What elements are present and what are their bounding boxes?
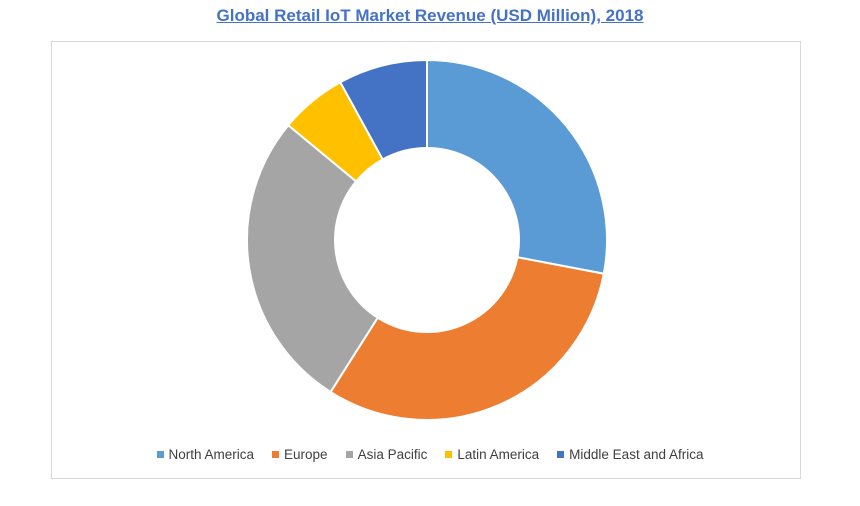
legend-label: Asia Pacific: [357, 446, 428, 462]
legend-swatch: [445, 450, 453, 458]
legend: North America Europe Asia Pacific Latin Ame…: [0, 443, 860, 465]
legend-label: Middle East and Africa: [569, 446, 704, 462]
legend-item-asia-pacific: Asia Pacific: [345, 446, 428, 462]
legend-swatch: [156, 450, 164, 458]
chart-title: Global Retail IoT Market Revenue (USD Mi…: [216, 6, 644, 25]
slice-north-america: [426, 58, 608, 275]
legend-item-north-america: North America: [156, 446, 255, 462]
legend-item-latin-america: Latin America: [445, 447, 539, 462]
legend-label: Europe: [284, 446, 328, 462]
legend-swatch: [272, 450, 280, 458]
legend-item-europe: Europe: [272, 447, 328, 462]
slice-middle-east-and-africa: [338, 58, 428, 161]
legend-label: North America: [168, 446, 255, 462]
slice-europe: [329, 256, 605, 421]
slice-asia-pacific: [246, 123, 380, 394]
legend-item-middle-east-and-africa: Middle East and Africa: [557, 447, 703, 462]
legend-swatch: [557, 450, 565, 458]
legend-swatch: [345, 450, 353, 458]
legend-label: Latin America: [457, 446, 540, 462]
